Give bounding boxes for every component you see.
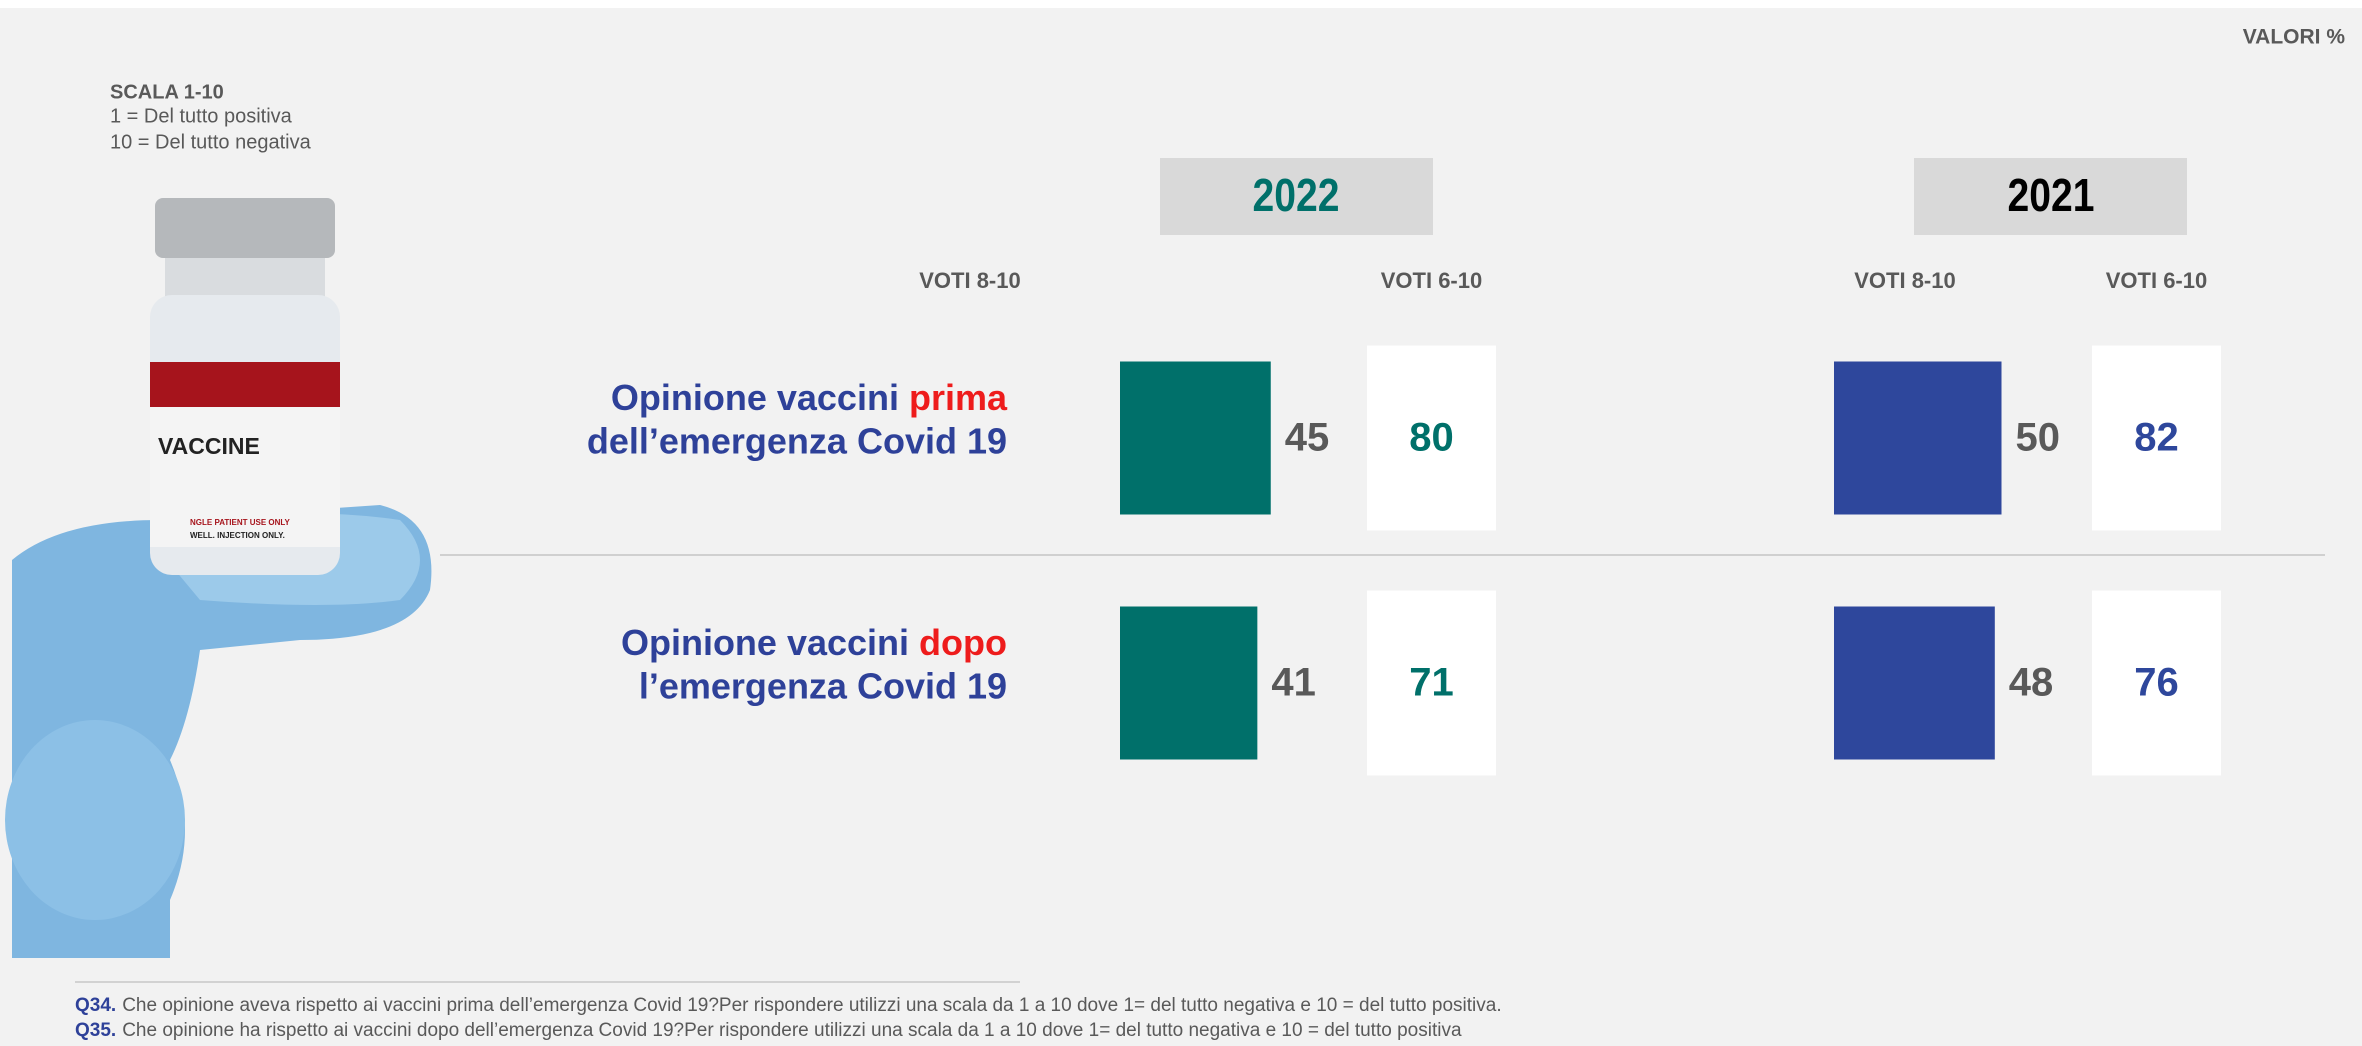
row-label-start: Opinione vaccini [611,377,899,418]
column-header: VOTI 6-10 [2106,268,2207,293]
box-value: 71 [1409,661,1454,705]
year-label: 2022 [1253,170,1340,222]
footnote-code: Q35. [75,1020,116,1041]
scale-line: 1 = Del tutto positiva [110,105,293,127]
year-label: 2021 [2008,170,2095,222]
column-header: VOTI 8-10 [1854,268,1955,293]
bar-value-label: 50 [2016,416,2061,460]
row-label-highlight: prima [909,377,1008,418]
vial-label: VACCINE [158,433,260,459]
footnote: Q35. Che opinione ha rispetto ai vaccini … [75,1020,1462,1041]
box-value: 82 [2134,416,2179,460]
row-label-end: dell’emergenza Covid 19 [587,421,1007,462]
footnote-text: Che opinione ha rispetto ai vaccini dopo… [122,1020,1462,1041]
bar-value-label: 48 [2009,661,2054,705]
footnote-text: Che opinione aveva rispetto ai vaccini p… [122,995,1501,1016]
row-label-start: Opinione vaccini [621,622,909,663]
row-label-end: l’emergenza Covid 19 [639,666,1007,707]
vial-small-text: NGLE PATIENT USE ONLY [190,518,291,527]
bar-value-label: 41 [1271,661,1316,705]
footnote: Q34. Che opinione aveva rispetto ai vacci… [75,995,1502,1016]
bar [1834,607,1995,760]
unit-label: VALORI % [2243,26,2346,49]
box-value: 76 [2134,661,2179,705]
vial-small-text: WELL. INJECTION ONLY. [190,531,285,540]
page: VACCINE NGLE PATIENT USE ONLY WELL. INJE… [0,0,2362,1046]
box-value: 80 [1409,416,1454,460]
column-header: VOTI 6-10 [1381,268,1482,293]
bar-value-label: 45 [1285,416,1330,460]
scale-line: 10 = Del tutto negativa [110,131,312,153]
bar [1120,607,1257,760]
slide: VACCINE NGLE PATIENT USE ONLY WELL. INJE… [0,0,2362,1046]
column-header: VOTI 8-10 [919,268,1020,293]
bar [1834,362,2002,515]
scale-title: SCALA 1-10 [110,81,224,103]
bar [1120,362,1271,515]
row-label-highlight: dopo [919,622,1007,663]
footnote-code: Q34. [75,995,116,1016]
